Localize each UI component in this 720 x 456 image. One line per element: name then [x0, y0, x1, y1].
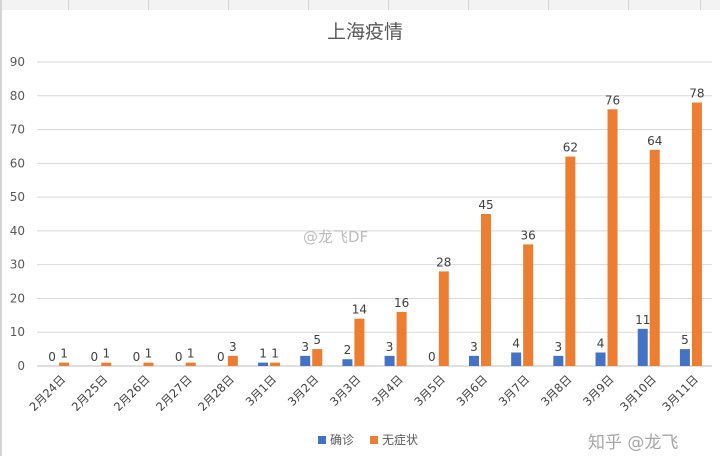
bar-confirmed — [258, 362, 269, 366]
data-label: 0 — [217, 350, 225, 364]
data-label: 0 — [428, 350, 436, 364]
data-label: 62 — [563, 141, 578, 155]
legend-swatch — [370, 436, 378, 444]
data-label: 0 — [175, 350, 183, 364]
y-tick-label: 70 — [10, 123, 25, 137]
data-label: 45 — [478, 198, 493, 212]
bar-asymptomatic — [227, 355, 238, 366]
bar-asymptomatic — [438, 271, 449, 366]
data-label: 1 — [271, 347, 279, 361]
zhihu-source-mark: 知乎 @龙飞 — [588, 433, 679, 453]
data-label: 0 — [90, 350, 98, 364]
data-label: 1 — [60, 347, 68, 361]
data-label: 3 — [386, 340, 394, 354]
y-tick-label: 20 — [10, 291, 25, 305]
bar-confirmed — [342, 359, 353, 366]
legend-swatch — [318, 436, 326, 444]
data-label: 28 — [436, 255, 451, 269]
x-tick-label: 3月6日 — [454, 372, 491, 409]
y-tick-label: 40 — [10, 224, 25, 238]
x-tick-label: 3月4日 — [369, 372, 406, 409]
x-tick-label: 3月8日 — [538, 372, 575, 409]
x-tick-label: 2月24日 — [27, 372, 69, 414]
x-tick-label: 3月1日 — [243, 372, 280, 409]
data-label: 2 — [344, 343, 352, 357]
data-label: 0 — [133, 350, 141, 364]
data-label: 3 — [229, 340, 237, 354]
bar-asymptomatic — [185, 362, 196, 366]
bar-asymptomatic — [523, 244, 534, 366]
data-label: 14 — [352, 303, 367, 317]
bar-asymptomatic — [101, 362, 112, 366]
data-label: 3 — [555, 340, 563, 354]
x-tick-label: 3月3日 — [327, 372, 364, 409]
y-tick-label: 90 — [10, 55, 25, 69]
data-label: 0 — [48, 350, 56, 364]
weibo-watermark: @龙飞DF — [303, 228, 369, 246]
data-label: 16 — [394, 296, 409, 310]
data-label: 1 — [145, 347, 153, 361]
data-label: 11 — [635, 313, 650, 327]
y-tick-label: 30 — [10, 258, 25, 272]
data-label: 78 — [689, 87, 704, 101]
bar-asymptomatic — [480, 214, 491, 366]
x-tick-label: 3月11日 — [659, 372, 701, 414]
bar-confirmed — [384, 355, 395, 366]
bar-asymptomatic — [396, 311, 407, 366]
x-tick-label: 3月2日 — [285, 372, 322, 409]
bar-asymptomatic — [691, 102, 702, 367]
bar-confirmed — [468, 355, 479, 366]
data-label: 1 — [259, 347, 267, 361]
data-label: 3 — [301, 340, 309, 354]
chart-title: 上海疫情 — [327, 21, 403, 43]
bar-confirmed — [300, 355, 311, 366]
x-tick-label: 3月7日 — [496, 372, 533, 409]
data-label: 4 — [597, 336, 605, 350]
data-label: 36 — [521, 228, 536, 242]
chart-area[interactable]: 上海疫情 0 10 20 30 40 50 60 70 80 90 0 0 0 0 0 1 3 2 3 0 3 4 3 4 11 5… — [2, 10, 720, 456]
bar-asymptomatic — [565, 156, 576, 366]
y-tick-label: 50 — [10, 190, 25, 204]
x-tick-label: 2月26日 — [111, 372, 153, 414]
x-tick-label: 2月25日 — [69, 372, 111, 414]
data-label: 1 — [187, 347, 195, 361]
data-label: 64 — [647, 134, 662, 148]
y-tick-label: 10 — [10, 325, 25, 339]
spreadsheet-row-edge — [0, 0, 2, 456]
legend-label: 无症状 — [382, 432, 418, 447]
data-label: 4 — [512, 336, 520, 350]
x-tick-label: 2月27日 — [153, 372, 195, 414]
y-tick-label: 60 — [10, 156, 25, 170]
bar-confirmed — [595, 352, 606, 366]
x-tick-label: 3月10日 — [617, 372, 659, 414]
x-tick-label: 2月28日 — [195, 372, 237, 414]
bar-asymptomatic — [270, 362, 281, 366]
data-label: 5 — [313, 333, 321, 347]
bar-confirmed — [553, 355, 564, 366]
bar-asymptomatic — [59, 362, 70, 366]
bar-asymptomatic — [607, 109, 618, 367]
data-label: 5 — [681, 333, 689, 347]
data-label: 3 — [470, 340, 478, 354]
bar-asymptomatic — [312, 349, 323, 366]
bar-confirmed — [679, 349, 690, 366]
x-tick-label: 3月5日 — [411, 372, 448, 409]
y-tick-label: 0 — [17, 359, 25, 373]
bar-asymptomatic — [354, 318, 365, 366]
data-label: 1 — [102, 347, 110, 361]
data-label: 76 — [605, 93, 620, 107]
bar-confirmed — [637, 328, 648, 366]
x-tick-label: 3月9日 — [580, 372, 617, 409]
bar-confirmed — [511, 352, 522, 366]
legend-label: 确诊 — [330, 433, 354, 447]
bar-asymptomatic — [143, 362, 154, 366]
y-tick-label: 80 — [10, 89, 25, 103]
bar-asymptomatic — [649, 149, 660, 366]
